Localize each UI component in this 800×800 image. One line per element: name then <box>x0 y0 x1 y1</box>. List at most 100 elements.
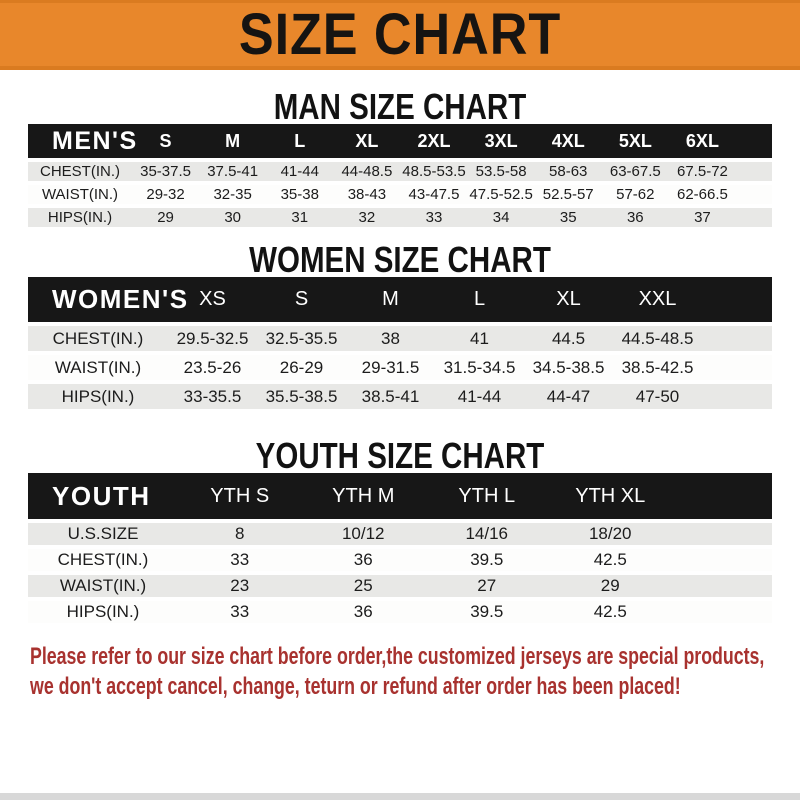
size-value-cell: 36 <box>301 545 425 571</box>
size-value-cell: 29.5-32.5 <box>168 322 257 351</box>
size-value-cell: 39.5 <box>425 545 549 571</box>
size-value-cell: 39.5 <box>425 597 549 623</box>
size-column-header: S <box>132 124 200 158</box>
filler-cell <box>672 519 772 545</box>
filler-cell <box>736 181 772 204</box>
table-header-row: MEN'S S M L XL 2XL 3XL 4XL 5XL 6XL <box>28 124 772 158</box>
filler-cell <box>736 158 772 181</box>
footer-note-line: Please refer to our size chart before or… <box>30 643 800 673</box>
filler-cell <box>672 473 772 519</box>
measurement-row: CHEST(IN.) 29.5-32.5 32.5-35.5 38 41 44.5 44.5… <box>28 322 772 351</box>
size-value-cell: 34.5-38.5 <box>524 351 613 380</box>
size-value-cell: 67.5-72 <box>668 158 736 181</box>
footer-note-line: we don't accept cancel, change, teturn o… <box>30 673 800 703</box>
size-column-header: 3XL <box>467 124 535 158</box>
size-column-header: XL <box>333 124 401 158</box>
table-header-row: YOUTH YTH S YTH M YTH L YTH XL <box>28 473 772 519</box>
size-chart-banner: SIZE CHART <box>0 0 800 70</box>
size-column-header: YTH L <box>425 473 549 519</box>
size-value-cell: 44.5 <box>524 322 613 351</box>
size-value-cell: 23 <box>178 571 302 597</box>
size-column-header: YTH S <box>178 473 302 519</box>
size-column-header: YTH M <box>301 473 425 519</box>
size-value-cell: 35.5-38.5 <box>257 380 346 409</box>
youth-size-chart-heading: YOUTH SIZE CHART <box>0 435 800 476</box>
size-value-cell: 37.5-41 <box>199 158 267 181</box>
size-value-cell: 41 <box>435 322 524 351</box>
size-column-header: M <box>346 277 435 322</box>
size-value-cell: 43-47.5 <box>400 181 468 204</box>
size-value-cell: 47-50 <box>613 380 702 409</box>
filler-cell <box>702 380 772 409</box>
filler-cell <box>702 277 772 322</box>
size-column-header: XXL <box>613 277 702 322</box>
size-value-cell: 33 <box>178 597 302 623</box>
size-value-cell: 27 <box>425 571 549 597</box>
size-value-cell: 32 <box>333 204 401 227</box>
size-value-cell: 33 <box>178 545 302 571</box>
size-value-cell: 62-66.5 <box>668 181 736 204</box>
footer-note: Please refer to our size chart before or… <box>0 643 800 703</box>
youth-size-chart-heading-text: YOUTH SIZE CHART <box>255 435 545 476</box>
footer-note-line1: Please refer to our size chart before or… <box>30 643 765 670</box>
size-value-cell: 63-67.5 <box>601 158 669 181</box>
measurement-row: CHEST(IN.) 33 36 39.5 42.5 <box>28 545 772 571</box>
size-value-cell: 29-31.5 <box>346 351 435 380</box>
row-label: HIPS(IN.) <box>28 204 132 227</box>
filler-cell <box>702 322 772 351</box>
size-value-cell: 18/20 <box>548 519 672 545</box>
bottom-gray-bar <box>0 793 800 800</box>
filler-cell <box>672 597 772 623</box>
size-value-cell: 29 <box>132 204 200 227</box>
measurement-row: WAIST(IN.) 23 25 27 29 <box>28 571 772 597</box>
size-column-header: M <box>199 124 267 158</box>
size-value-cell: 36 <box>601 204 669 227</box>
filler-cell <box>736 124 772 158</box>
size-value-cell: 31 <box>266 204 334 227</box>
size-value-cell: 42.5 <box>548 545 672 571</box>
size-value-cell: 38-43 <box>333 181 401 204</box>
size-value-cell: 58-63 <box>534 158 602 181</box>
size-value-cell: 53.5-58 <box>467 158 535 181</box>
size-value-cell: 38 <box>346 322 435 351</box>
women-size-chart-heading-text: WOMEN SIZE CHART <box>249 239 551 280</box>
size-value-cell: 38.5-41 <box>346 380 435 409</box>
size-value-cell: 14/16 <box>425 519 549 545</box>
size-value-cell: 32.5-35.5 <box>257 322 346 351</box>
size-column-header: 4XL <box>534 124 602 158</box>
row-label: HIPS(IN.) <box>28 380 168 409</box>
size-value-cell: 41-44 <box>266 158 334 181</box>
size-value-cell: 41-44 <box>435 380 524 409</box>
size-value-cell: 26-29 <box>257 351 346 380</box>
section-women: WOMEN SIZE CHART WOMEN'S XS S M L XL XXL CHEST(… <box>0 239 800 409</box>
women-size-table: WOMEN'S XS S M L XL XXL CHEST(IN.) 29.5-32.5 32.5… <box>28 277 772 409</box>
size-value-cell: 29 <box>548 571 672 597</box>
size-column-header: XS <box>168 277 257 322</box>
row-label: CHEST(IN.) <box>28 545 178 571</box>
footer-note-line2: we don't accept cancel, change, teturn o… <box>30 673 681 700</box>
youth-size-table: YOUTH YTH S YTH M YTH L YTH XL U.S.SIZE 8 10/12… <box>28 473 772 623</box>
size-value-cell: 35-37.5 <box>132 158 200 181</box>
size-value-cell: 44-47 <box>524 380 613 409</box>
size-value-cell: 25 <box>301 571 425 597</box>
size-value-cell: 38.5-42.5 <box>613 351 702 380</box>
size-column-header: 5XL <box>601 124 669 158</box>
size-value-cell: 52.5-57 <box>534 181 602 204</box>
table-header-row: WOMEN'S XS S M L XL XXL <box>28 277 772 322</box>
size-value-cell: 29-32 <box>132 181 200 204</box>
measurement-row: U.S.SIZE 8 10/12 14/16 18/20 <box>28 519 772 545</box>
size-column-header: L <box>266 124 334 158</box>
row-label: WAIST(IN.) <box>28 181 132 204</box>
men-size-table: MEN'S S M L XL 2XL 3XL 4XL 5XL 6XL CHEST(IN.) 35-37… <box>28 124 772 227</box>
size-value-cell: 23.5-26 <box>168 351 257 380</box>
filler-cell <box>736 204 772 227</box>
man-size-chart-heading: MAN SIZE CHART <box>0 89 800 125</box>
size-value-cell: 35 <box>534 204 602 227</box>
table-corner-label: MEN'S <box>28 124 136 158</box>
women-size-chart-heading: WOMEN SIZE CHART <box>0 239 800 280</box>
row-label: CHEST(IN.) <box>28 322 168 351</box>
table-corner-label: YOUTH <box>28 473 178 519</box>
size-value-cell: 42.5 <box>548 597 672 623</box>
section-man: MAN SIZE CHART MEN'S S M L XL 2XL 3XL 4XL 5XL 6XL… <box>0 89 800 227</box>
